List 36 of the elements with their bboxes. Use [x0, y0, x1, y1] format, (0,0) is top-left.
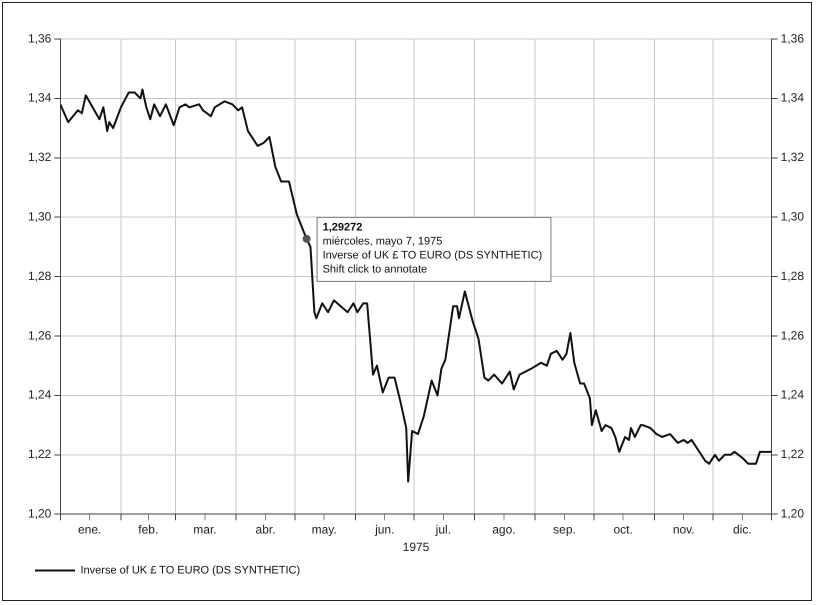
y2-tick-label: 1,20 — [780, 506, 804, 521]
annotation: 1,29272 — [322, 221, 362, 234]
x-tick-label: oct. — [613, 522, 633, 537]
x-tick-label: abr. — [256, 522, 276, 537]
y2-tick-label: 1,28 — [780, 268, 804, 283]
y2-tick-label: 1,32 — [780, 150, 804, 164]
x-tick-label: ago. — [492, 522, 516, 537]
x-tick-label: jun. — [374, 522, 394, 537]
annotation: Inverse of UK £ TO EURO (DS SYNTHETIC) — [322, 249, 542, 262]
y-tick-label: 1,34 — [28, 90, 52, 105]
x-tick-label: sep. — [553, 522, 576, 537]
x-tick-label: jul. — [434, 522, 452, 537]
x-tick-label: mar. — [193, 522, 217, 537]
y-tick-label: 1,20 — [28, 506, 52, 521]
x-tick-label: may. — [312, 522, 337, 537]
x-axis-title: 1975 — [402, 540, 430, 554]
annotation: Shift click to annotate — [322, 263, 428, 276]
y-tick-label: 1,30 — [28, 210, 52, 224]
y2-tick-label: 1,22 — [780, 447, 804, 462]
x-tick-label: nov. — [672, 522, 695, 537]
y-tick-label: 1,28 — [28, 268, 52, 283]
y2-tick-label: 1,24 — [780, 388, 804, 402]
x-tick-label: dic. — [732, 522, 752, 537]
y-tick-label: 1,24 — [28, 388, 52, 402]
y-tick-label: 1,32 — [28, 150, 52, 164]
x-tick-label: ene. — [78, 522, 102, 537]
legend-label: Inverse of UK £ TO EURO (DS SYNTHETIC) — [80, 564, 300, 577]
y2-tick-label: 1,26 — [780, 328, 804, 342]
annotation: miércoles, mayo 7, 1975 — [322, 235, 442, 248]
y2-tick-label: 1,36 — [780, 31, 804, 46]
y-tick-label: 1,26 — [28, 328, 52, 342]
y-tick-label: 1,22 — [28, 447, 52, 462]
x-tick-label: feb. — [138, 522, 158, 537]
y2-tick-label: 1,30 — [780, 210, 804, 224]
y-tick-label: 1,36 — [28, 31, 52, 46]
y2-tick-label: 1,34 — [780, 90, 804, 105]
